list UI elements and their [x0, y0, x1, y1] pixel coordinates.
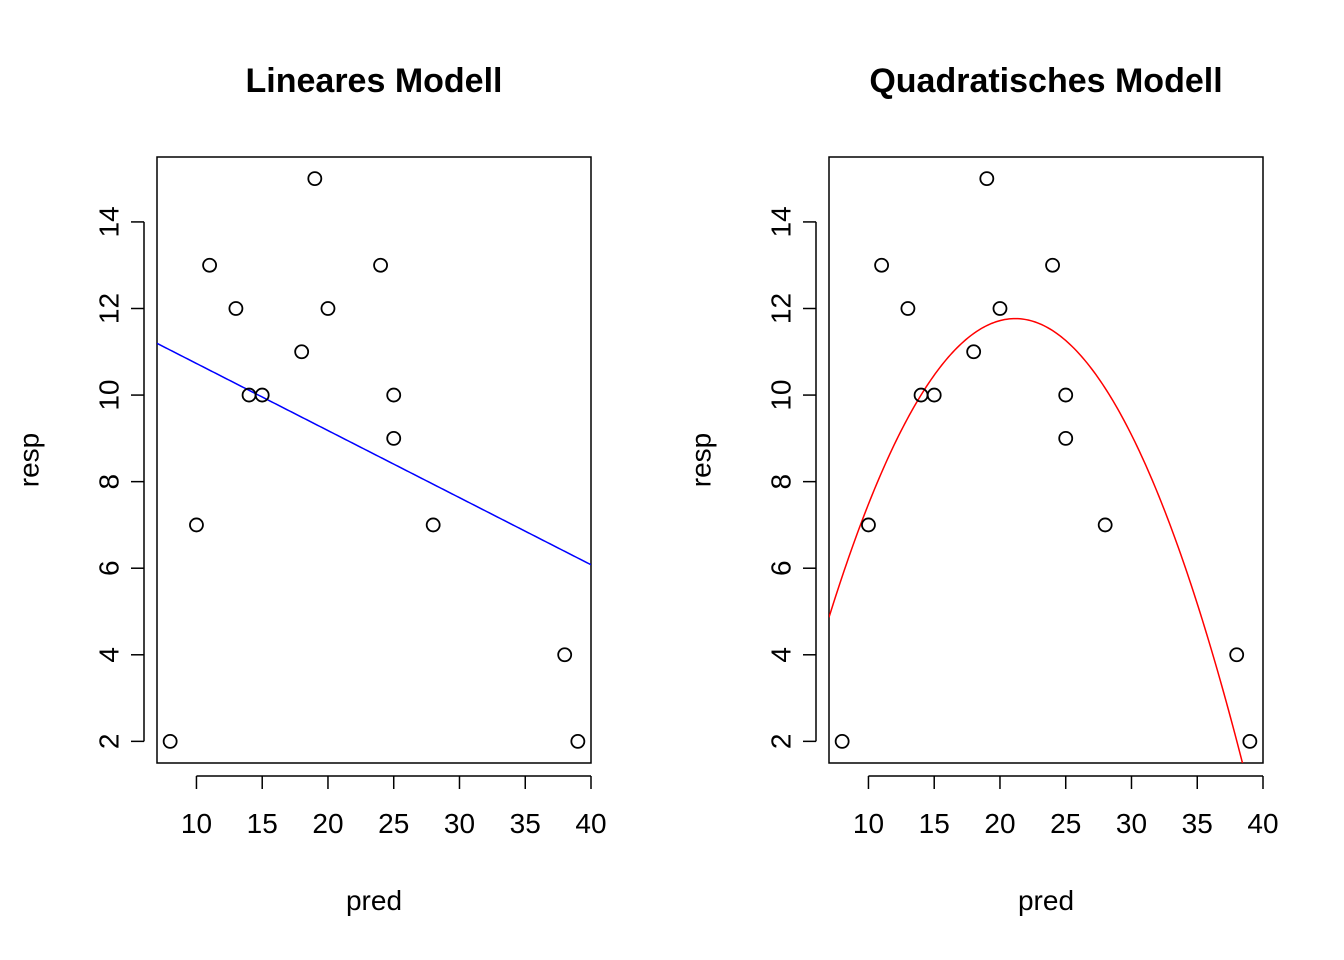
- data-point: [834, 733, 850, 749]
- y-tick-label: 14: [766, 206, 797, 237]
- y-tick-label: 2: [766, 734, 797, 750]
- data-point: [294, 344, 310, 360]
- x-tick-label: 30: [444, 808, 475, 839]
- data-point: [1229, 647, 1245, 663]
- x-tick-label: 40: [1247, 808, 1278, 839]
- data-point: [874, 257, 890, 273]
- data-point: [386, 387, 402, 403]
- data-point: [386, 430, 402, 446]
- y-tick-label: 12: [766, 293, 797, 324]
- x-tick-label: 30: [1116, 808, 1147, 839]
- panel-quadratic-model: Quadratisches Modell 10 15 20 25 30 35 40 2 4 6 8 10…: [686, 62, 1279, 916]
- data-point: [202, 257, 218, 273]
- data-point: [254, 387, 270, 403]
- x-tick-label: 35: [510, 808, 541, 839]
- data-point: [425, 517, 441, 533]
- data-point: [228, 301, 244, 316]
- y-tick-label: 8: [766, 474, 797, 490]
- y-tick-label: 10: [94, 379, 125, 410]
- quadratic-fit-curve: [829, 317, 1244, 763]
- panel-linear-model: Lineares Modell 10 15 20 25 30 35 40 2 4 6 8 10 12 14 p…: [14, 62, 607, 916]
- y-tick-label: 8: [94, 474, 125, 490]
- plot-frame: [156, 156, 592, 764]
- y-tick-label: 4: [94, 647, 125, 663]
- x-tick-label: 15: [919, 808, 950, 839]
- data-point: [992, 301, 1008, 316]
- plot-frame: [828, 156, 1264, 764]
- y-tick-label: 12: [94, 293, 125, 324]
- x-axis-label: pred: [1018, 885, 1074, 916]
- x-tick-label: 35: [1182, 808, 1213, 839]
- data-point: [570, 733, 586, 749]
- data-point: [966, 344, 982, 360]
- y-tick-label: 2: [94, 734, 125, 750]
- data-point: [162, 733, 178, 749]
- x-tick-label: 10: [853, 808, 884, 839]
- y-tick-label: 10: [766, 379, 797, 410]
- x-tick-label: 10: [181, 808, 212, 839]
- data-point: [926, 387, 942, 403]
- data-point: [373, 257, 388, 273]
- linear-fit-line: [157, 342, 591, 566]
- x-tick-label: 20: [984, 808, 1015, 839]
- y-tick-label: 6: [766, 560, 797, 576]
- data-point: [1097, 517, 1113, 533]
- chart-title: Quadratisches Modell: [869, 62, 1222, 100]
- y-tick-label: 4: [766, 647, 797, 663]
- y-tick-label: 6: [94, 560, 125, 576]
- x-tick-label: 25: [1050, 808, 1081, 839]
- y-axis-label: resp: [686, 433, 717, 487]
- data-point: [1045, 257, 1060, 273]
- data-point: [1058, 387, 1074, 403]
- x-tick-label: 25: [378, 808, 409, 839]
- data-point: [1058, 430, 1074, 446]
- x-tick-label: 20: [312, 808, 343, 839]
- x-axis-label: pred: [346, 885, 402, 916]
- y-tick-label: 14: [94, 206, 125, 237]
- data-point: [1242, 733, 1258, 749]
- data-point: [900, 301, 916, 316]
- y-axis-label: resp: [14, 433, 45, 487]
- x-tick-label: 15: [247, 808, 278, 839]
- data-point: [979, 171, 995, 187]
- data-point: [557, 647, 573, 663]
- data-point: [320, 301, 336, 316]
- data-point: [307, 171, 323, 187]
- data-point: [861, 517, 876, 533]
- chart-title: Lineares Modell: [246, 62, 503, 100]
- data-point: [189, 517, 204, 533]
- x-tick-label: 40: [575, 808, 606, 839]
